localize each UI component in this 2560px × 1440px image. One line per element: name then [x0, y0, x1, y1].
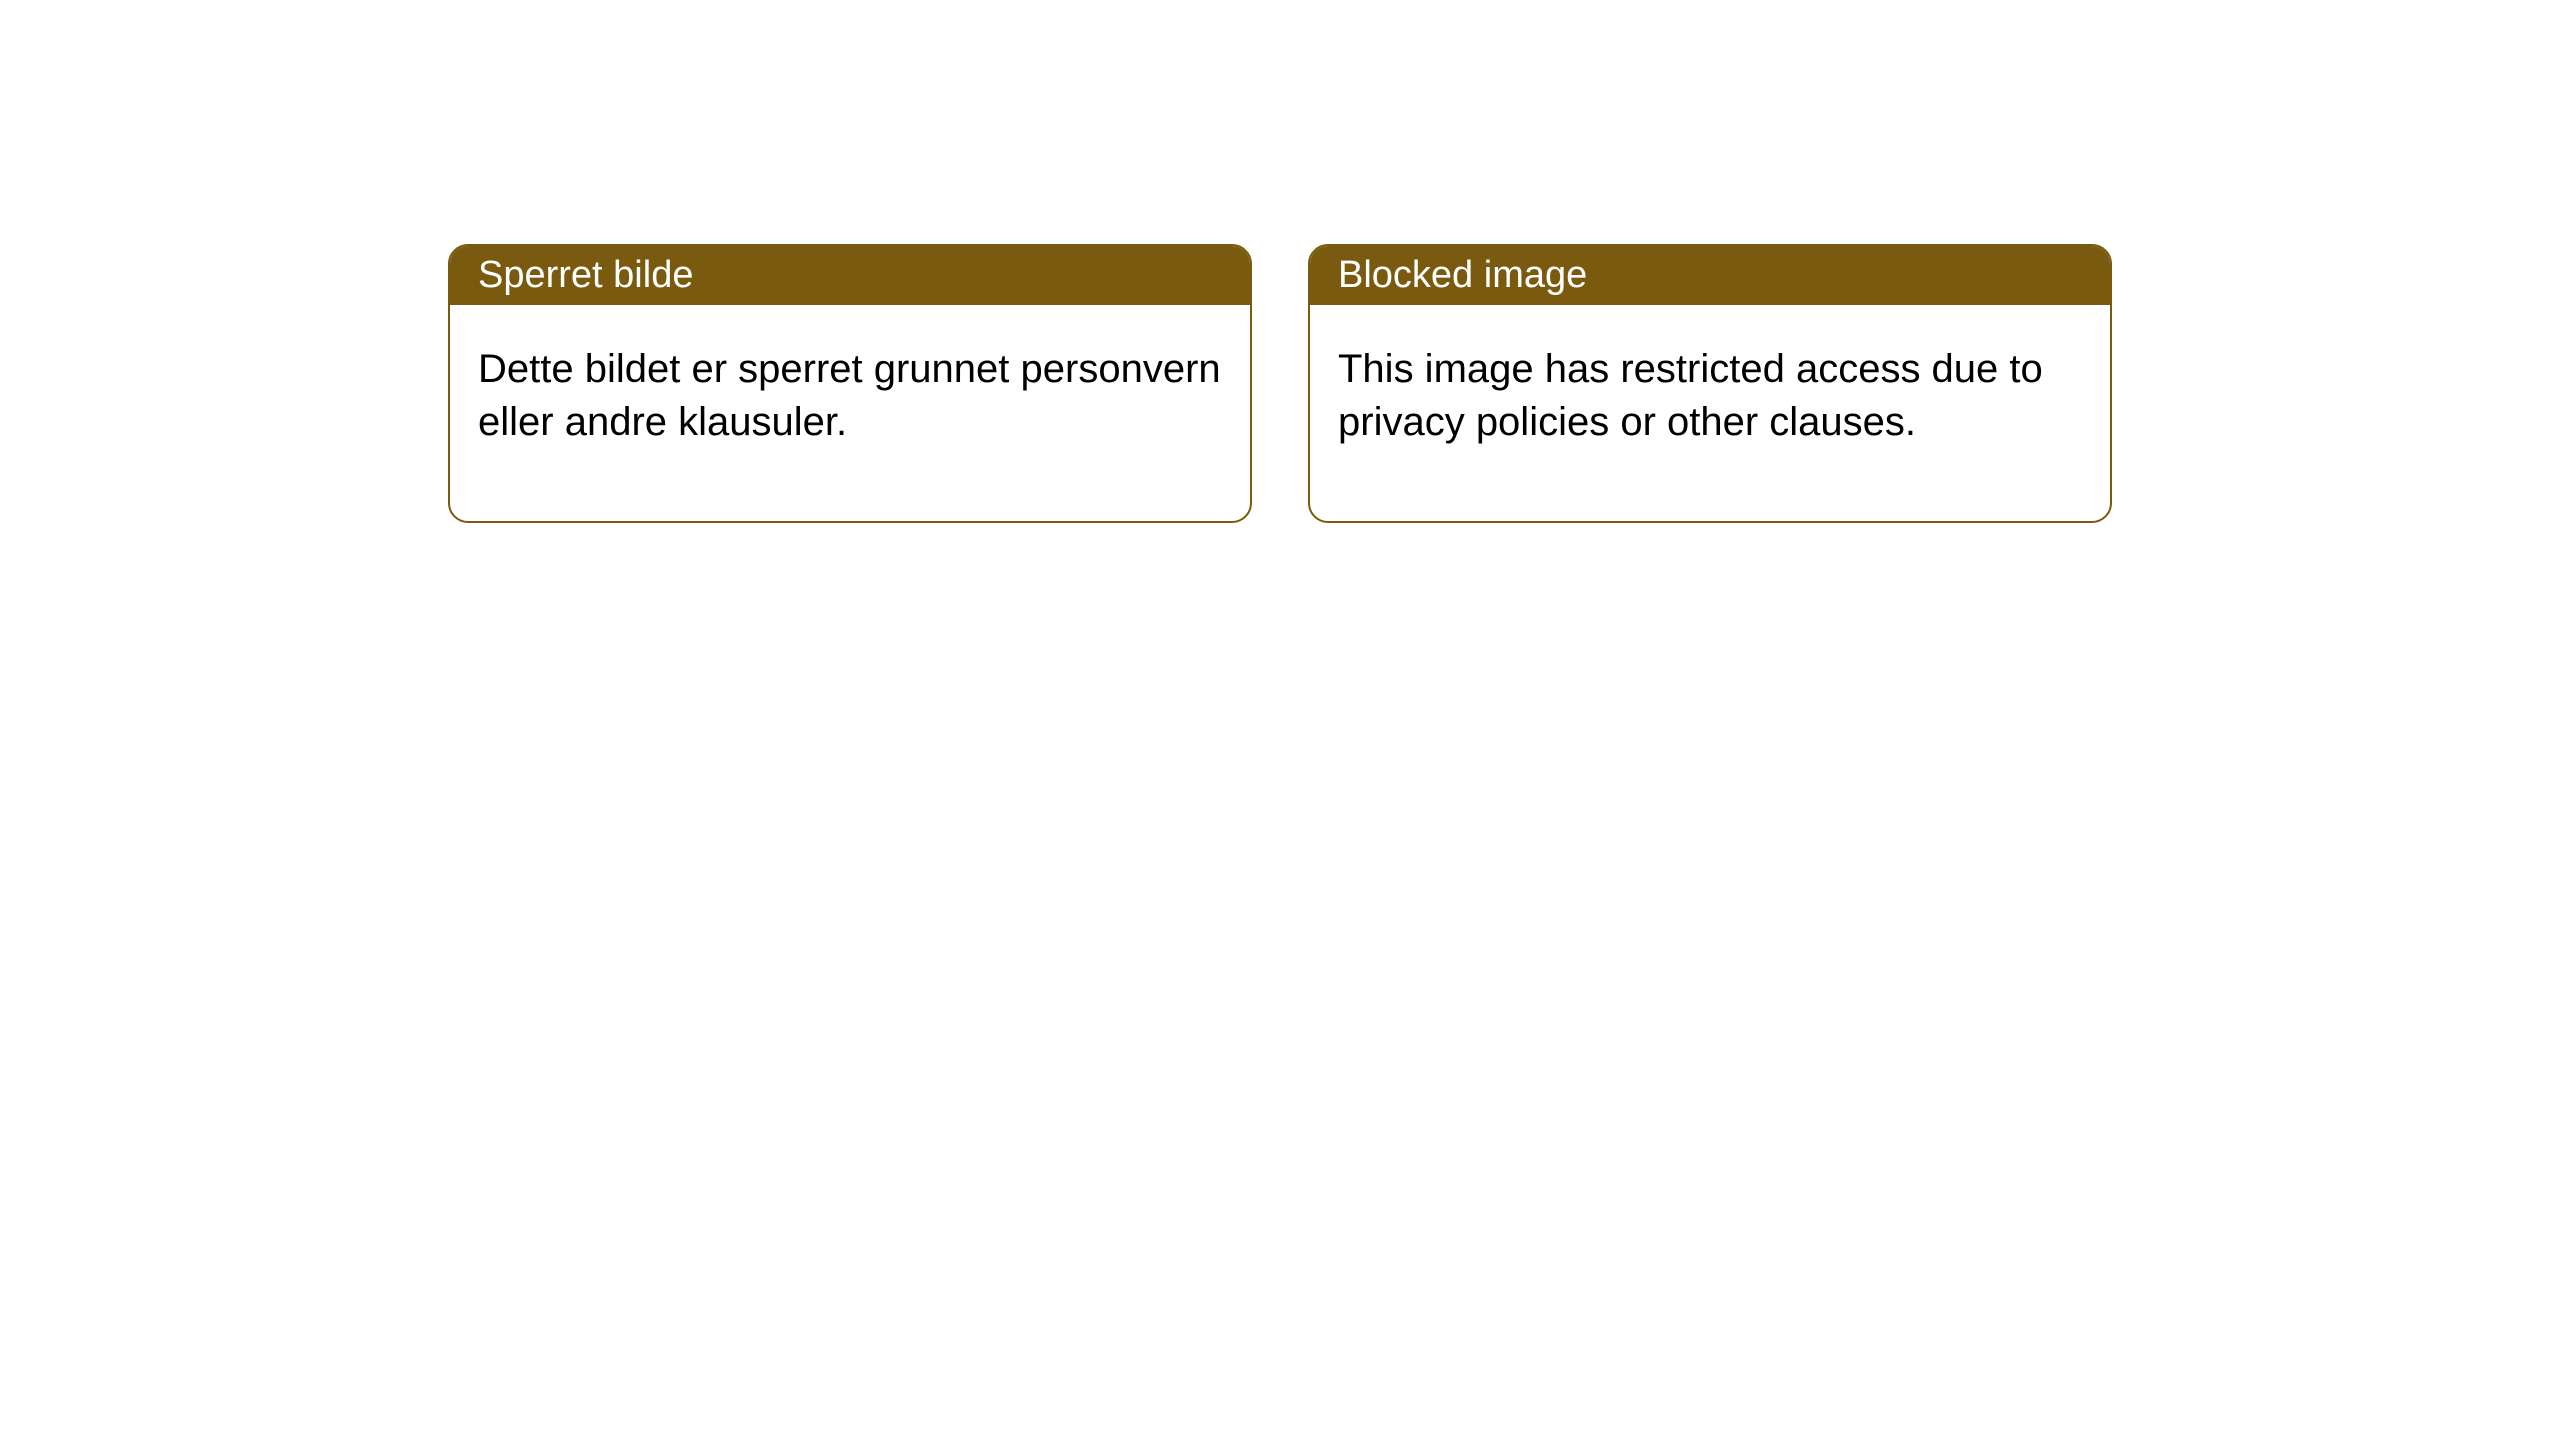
notice-body-english: This image has restricted access due to …: [1310, 305, 2110, 521]
notice-card-english: Blocked image This image has restricted …: [1308, 244, 2112, 523]
notice-container: Sperret bilde Dette bildet er sperret gr…: [0, 0, 2560, 523]
notice-body-norwegian: Dette bildet er sperret grunnet personve…: [450, 305, 1250, 521]
notice-card-norwegian: Sperret bilde Dette bildet er sperret gr…: [448, 244, 1252, 523]
notice-title-english: Blocked image: [1310, 246, 2110, 305]
notice-title-norwegian: Sperret bilde: [450, 246, 1250, 305]
